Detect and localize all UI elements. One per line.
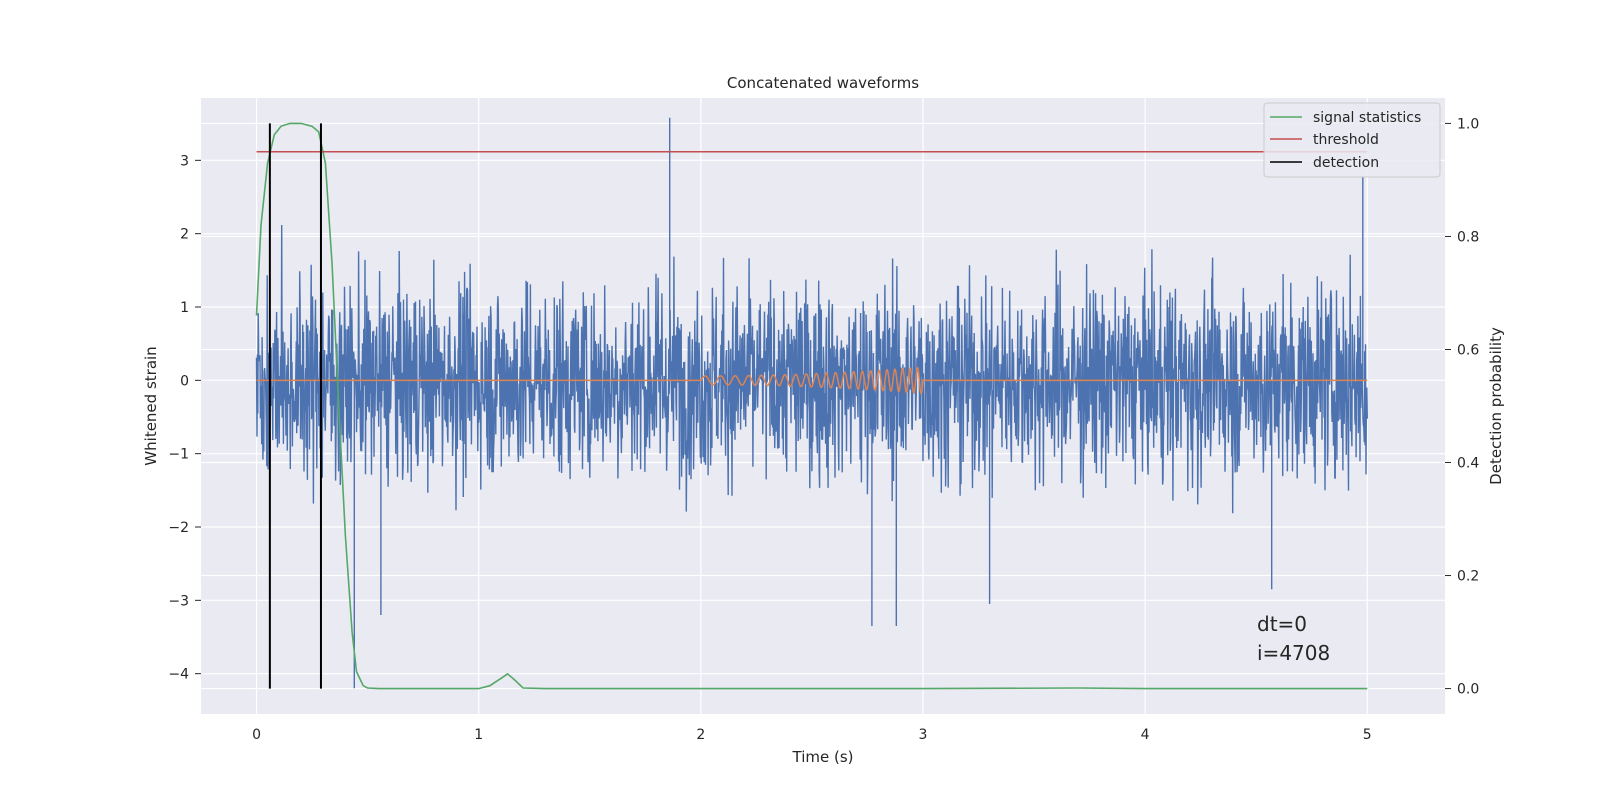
y-axis-label: Whitened strain <box>142 346 160 465</box>
strain-noise-line <box>255 117 1368 689</box>
annotation-dt: dt=0 <box>1257 612 1307 636</box>
legend-label-threshold: threshold <box>1313 132 1379 148</box>
x-axis-label: Time (s) <box>792 748 854 766</box>
annotation-i: i=4708 <box>1257 641 1330 665</box>
y-tick-label: −3 <box>168 593 189 609</box>
y-tick-label: 0 <box>180 373 189 389</box>
y-tick-label: −2 <box>168 520 189 536</box>
x-axis-ticks: 0 1 2 3 4 5 <box>252 727 1372 743</box>
detection-lines <box>268 123 322 689</box>
y-tick-label: 3 <box>180 153 189 169</box>
legend-box <box>1263 102 1441 178</box>
x-tick-label: 5 <box>1363 727 1372 743</box>
legend-label-signal-statistics: signal statistics <box>1313 110 1421 126</box>
injected-waveform-line <box>256 366 1368 395</box>
signal-statistics-line <box>255 122 1368 690</box>
y2-axis-ticks: 0.0 0.2 0.4 0.6 0.8 1.0 <box>1445 116 1479 698</box>
y2-tick-label: 0.8 <box>1457 229 1479 245</box>
legend: signal statistics threshold detection <box>1263 102 1441 178</box>
y2-tick-label: 0.2 <box>1457 569 1479 585</box>
x-tick-label: 1 <box>474 727 483 743</box>
y-tick-label: −1 <box>168 447 189 463</box>
y-tick-label: 1 <box>180 300 189 316</box>
y2-tick-label: 1.0 <box>1457 116 1479 132</box>
x-tick-label: 4 <box>1141 727 1150 743</box>
x-tick-label: 3 <box>919 727 928 743</box>
chart-title: Concatenated waveforms <box>727 74 919 92</box>
y-tick-label: −4 <box>168 667 189 683</box>
legend-label-detection: detection <box>1313 155 1379 171</box>
x-tick-label: 0 <box>252 727 261 743</box>
x-tick-label: 2 <box>696 727 705 743</box>
y-tick-label: 2 <box>180 227 189 243</box>
y2-tick-label: 0.6 <box>1457 342 1479 358</box>
y2-tick-label: 0.4 <box>1457 456 1479 472</box>
y2-tick-label: 0.0 <box>1457 682 1479 698</box>
y2-axis-label: Detection probability <box>1487 327 1505 485</box>
y-axis-ticks: −4 −3 −2 −1 0 1 2 3 <box>168 153 201 683</box>
